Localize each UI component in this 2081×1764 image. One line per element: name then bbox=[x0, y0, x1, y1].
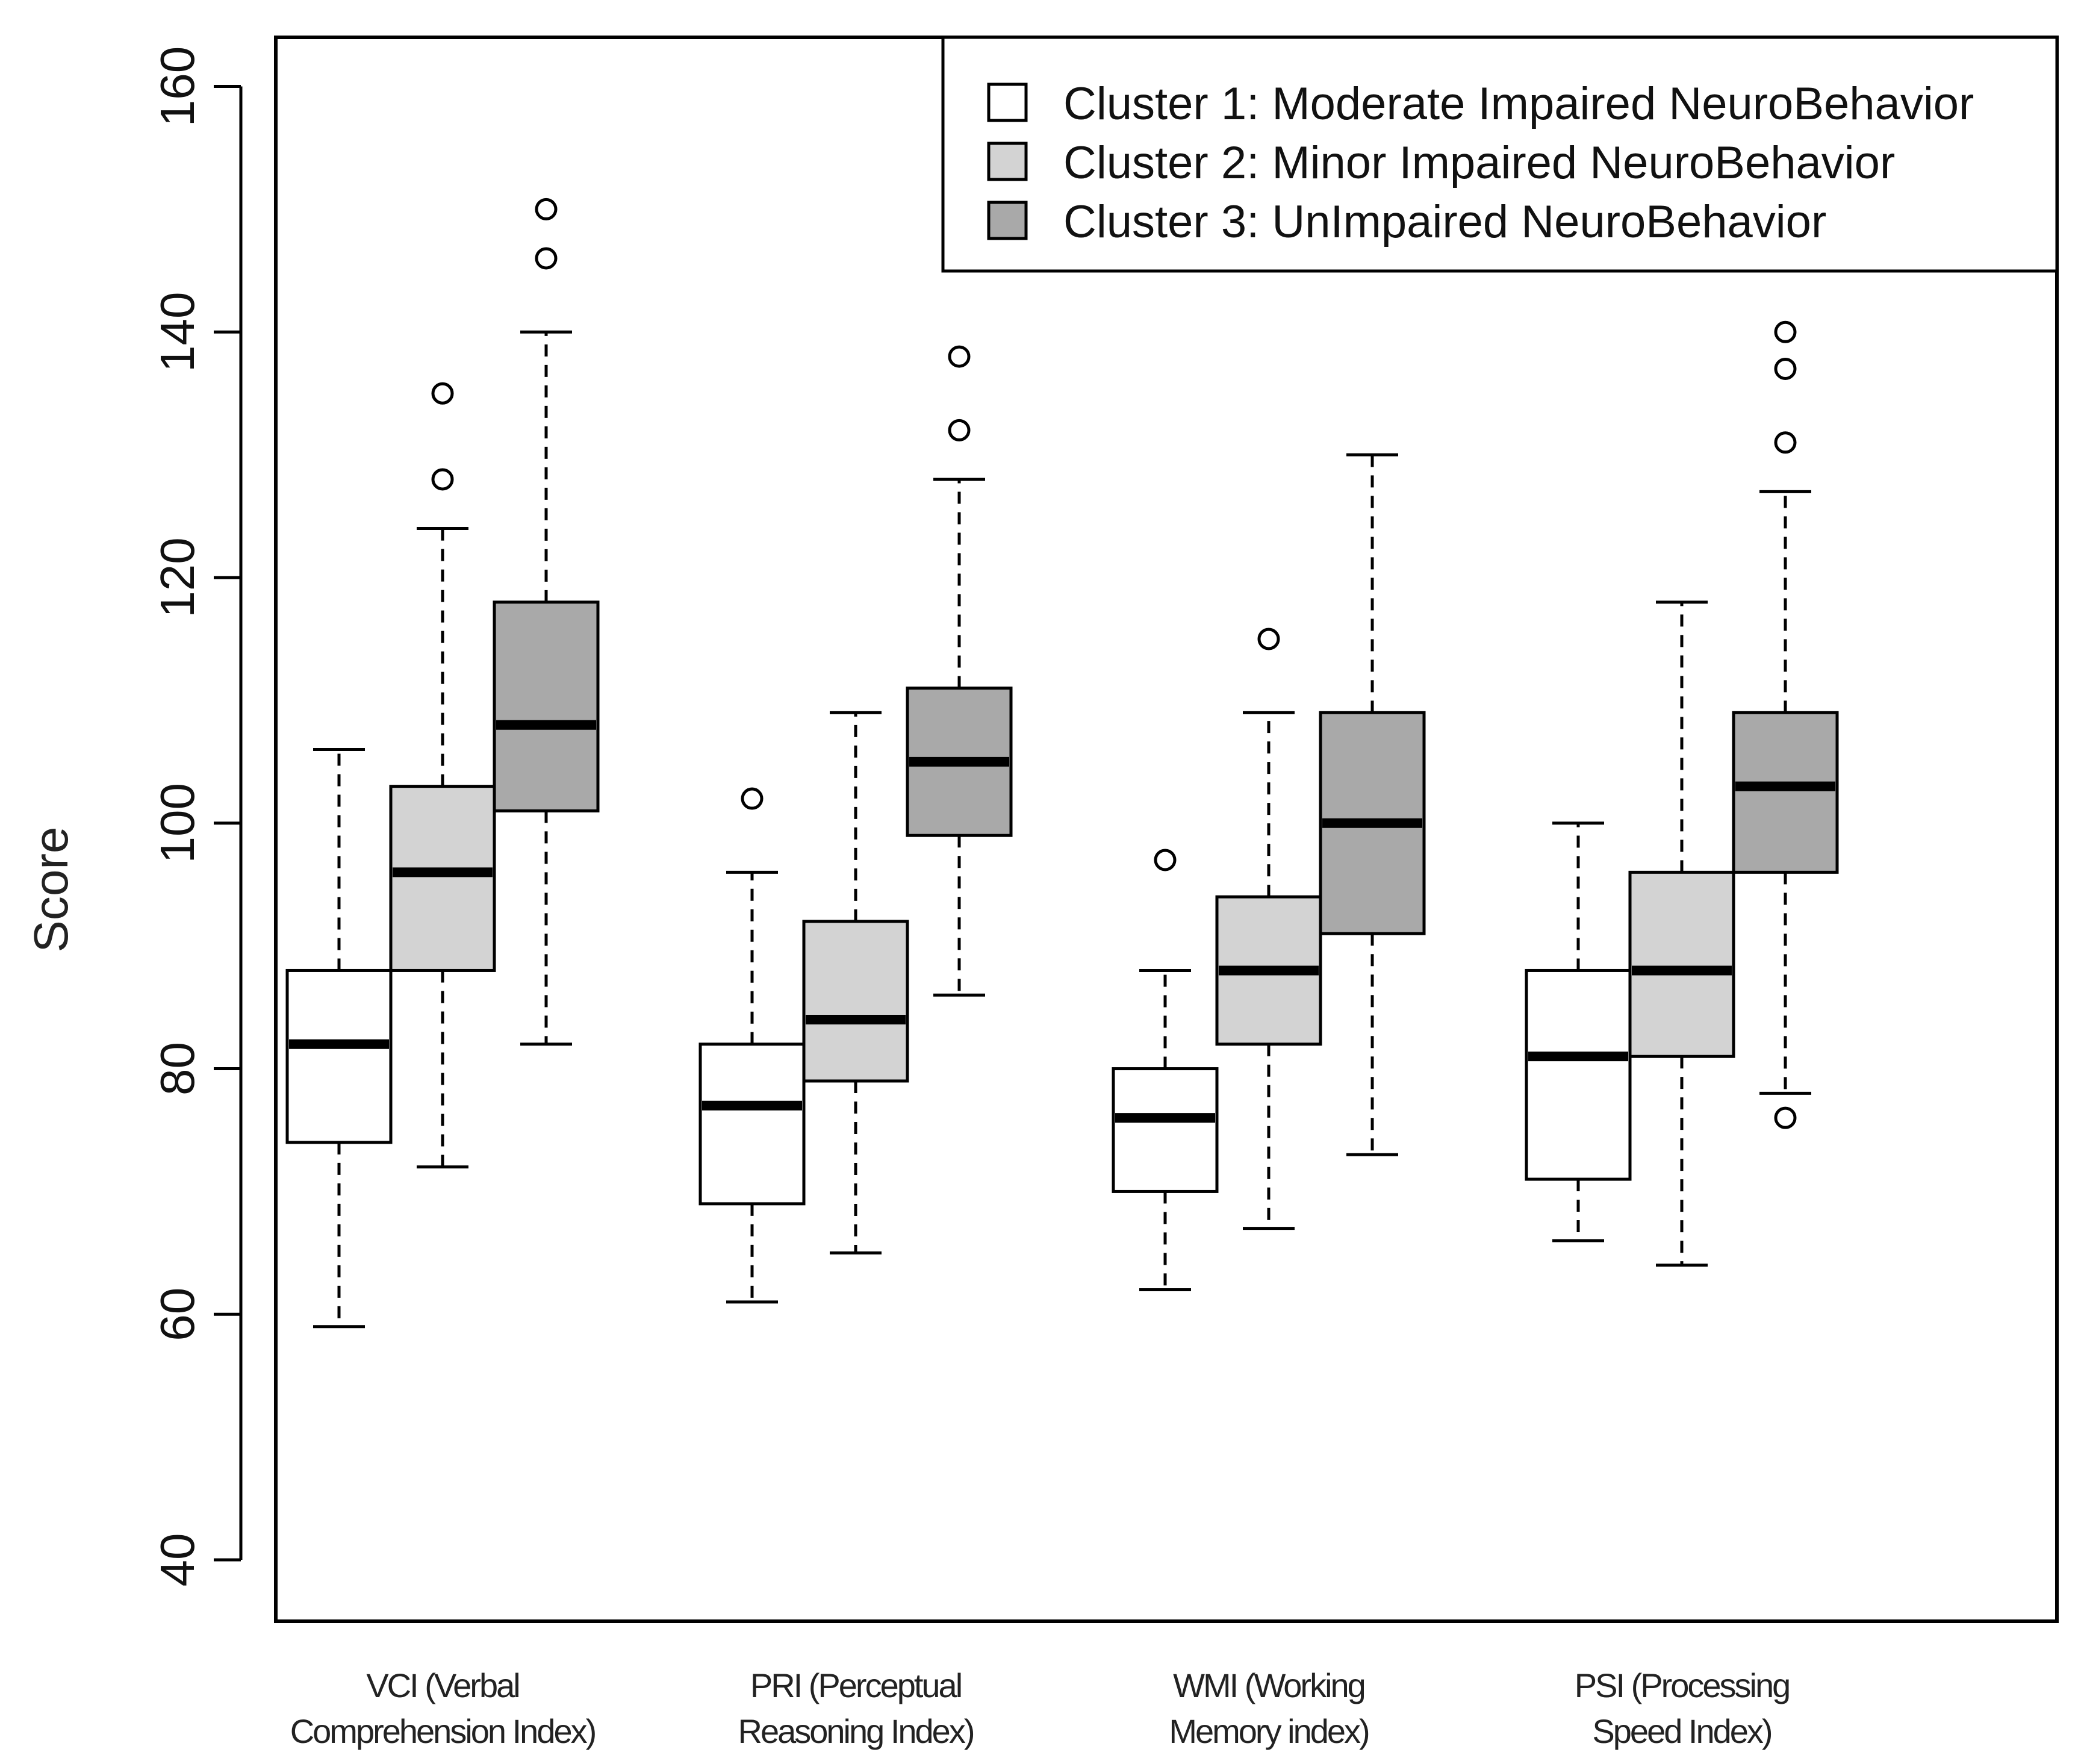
iqr-box bbox=[1628, 870, 1735, 1058]
plot-area bbox=[274, 36, 2059, 1623]
iqr-box bbox=[698, 1043, 806, 1206]
y-axis: 40 60 80 100 120 140 160 Score bbox=[24, 46, 243, 1587]
box-group bbox=[802, 711, 909, 1254]
iqr-box bbox=[1112, 1067, 1219, 1193]
box-group bbox=[1732, 320, 1839, 1129]
legend-box bbox=[941, 36, 2059, 273]
outlier-point bbox=[535, 247, 558, 270]
outlier-point bbox=[741, 787, 764, 810]
outlier-point bbox=[1774, 357, 1797, 380]
iqr-box bbox=[1732, 711, 1839, 874]
y-tick-label: 40 bbox=[151, 1533, 204, 1587]
box-group bbox=[1525, 821, 1632, 1242]
outlier-point bbox=[1774, 320, 1797, 343]
outlier-point bbox=[535, 198, 558, 220]
outlier-point bbox=[948, 345, 971, 368]
box-group bbox=[906, 345, 1013, 997]
x-tick-label-line1: VCI (Verbal bbox=[366, 1666, 518, 1704]
box-group bbox=[698, 787, 806, 1304]
legend-swatch bbox=[987, 83, 1028, 122]
box-group bbox=[389, 382, 496, 1169]
iqr-box bbox=[802, 920, 909, 1083]
outlier-point bbox=[1774, 431, 1797, 454]
box-group bbox=[285, 747, 393, 1329]
outlier-point bbox=[431, 468, 454, 491]
x-tick-label-line1: PRI (Perceptual bbox=[750, 1666, 961, 1704]
x-tick-label-line1: WMI (Working bbox=[1173, 1666, 1364, 1704]
legend-swatch bbox=[987, 142, 1028, 181]
y-tick-label: 60 bbox=[151, 1288, 204, 1341]
y-tick-label: 100 bbox=[151, 783, 204, 863]
legend: Cluster 1: Moderate Impaired NeuroBehavi… bbox=[941, 36, 2059, 273]
iqr-box bbox=[389, 785, 496, 972]
outlier-point bbox=[1257, 628, 1280, 650]
y-axis-label: Score bbox=[24, 827, 78, 953]
y-tick-label: 140 bbox=[151, 292, 204, 372]
x-axis-labels: VCI (Verbal Comprehension Index) PRI (Perc… bbox=[290, 1666, 1791, 1750]
iqr-box bbox=[1525, 968, 1632, 1181]
x-tick-label-line1: PSI (Processing bbox=[1575, 1666, 1790, 1704]
box-group bbox=[493, 198, 600, 1046]
box-group bbox=[1112, 849, 1219, 1292]
outlier-point bbox=[431, 382, 454, 405]
y-tick-label: 160 bbox=[151, 46, 204, 126]
legend-label: Cluster 1: Moderate Impaired NeuroBehavi… bbox=[1063, 78, 1974, 129]
iqr-box bbox=[493, 600, 600, 812]
legend-label: Cluster 3: UnImpaired NeuroBehavior bbox=[1063, 196, 1826, 248]
x-tick-label-line2: Memory index) bbox=[1169, 1712, 1369, 1750]
y-tick-label: 80 bbox=[151, 1042, 204, 1095]
outlier-point bbox=[1154, 849, 1177, 871]
legend-swatch bbox=[987, 201, 1028, 240]
box-group bbox=[1319, 453, 1426, 1156]
outlier-point bbox=[948, 419, 971, 441]
iqr-box bbox=[285, 968, 393, 1144]
x-tick-label-line2: Comprehension Index) bbox=[290, 1712, 596, 1750]
x-tick-label-line2: Reasoning Index) bbox=[738, 1712, 974, 1750]
y-tick-label: 120 bbox=[151, 537, 204, 617]
x-tick-label-line2: Speed Index) bbox=[1592, 1712, 1771, 1750]
box-group bbox=[1628, 600, 1735, 1267]
legend-label: Cluster 2: Minor Impaired NeuroBehavior bbox=[1063, 137, 1895, 189]
outlier-point bbox=[1774, 1106, 1797, 1129]
box-group bbox=[1215, 628, 1322, 1230]
